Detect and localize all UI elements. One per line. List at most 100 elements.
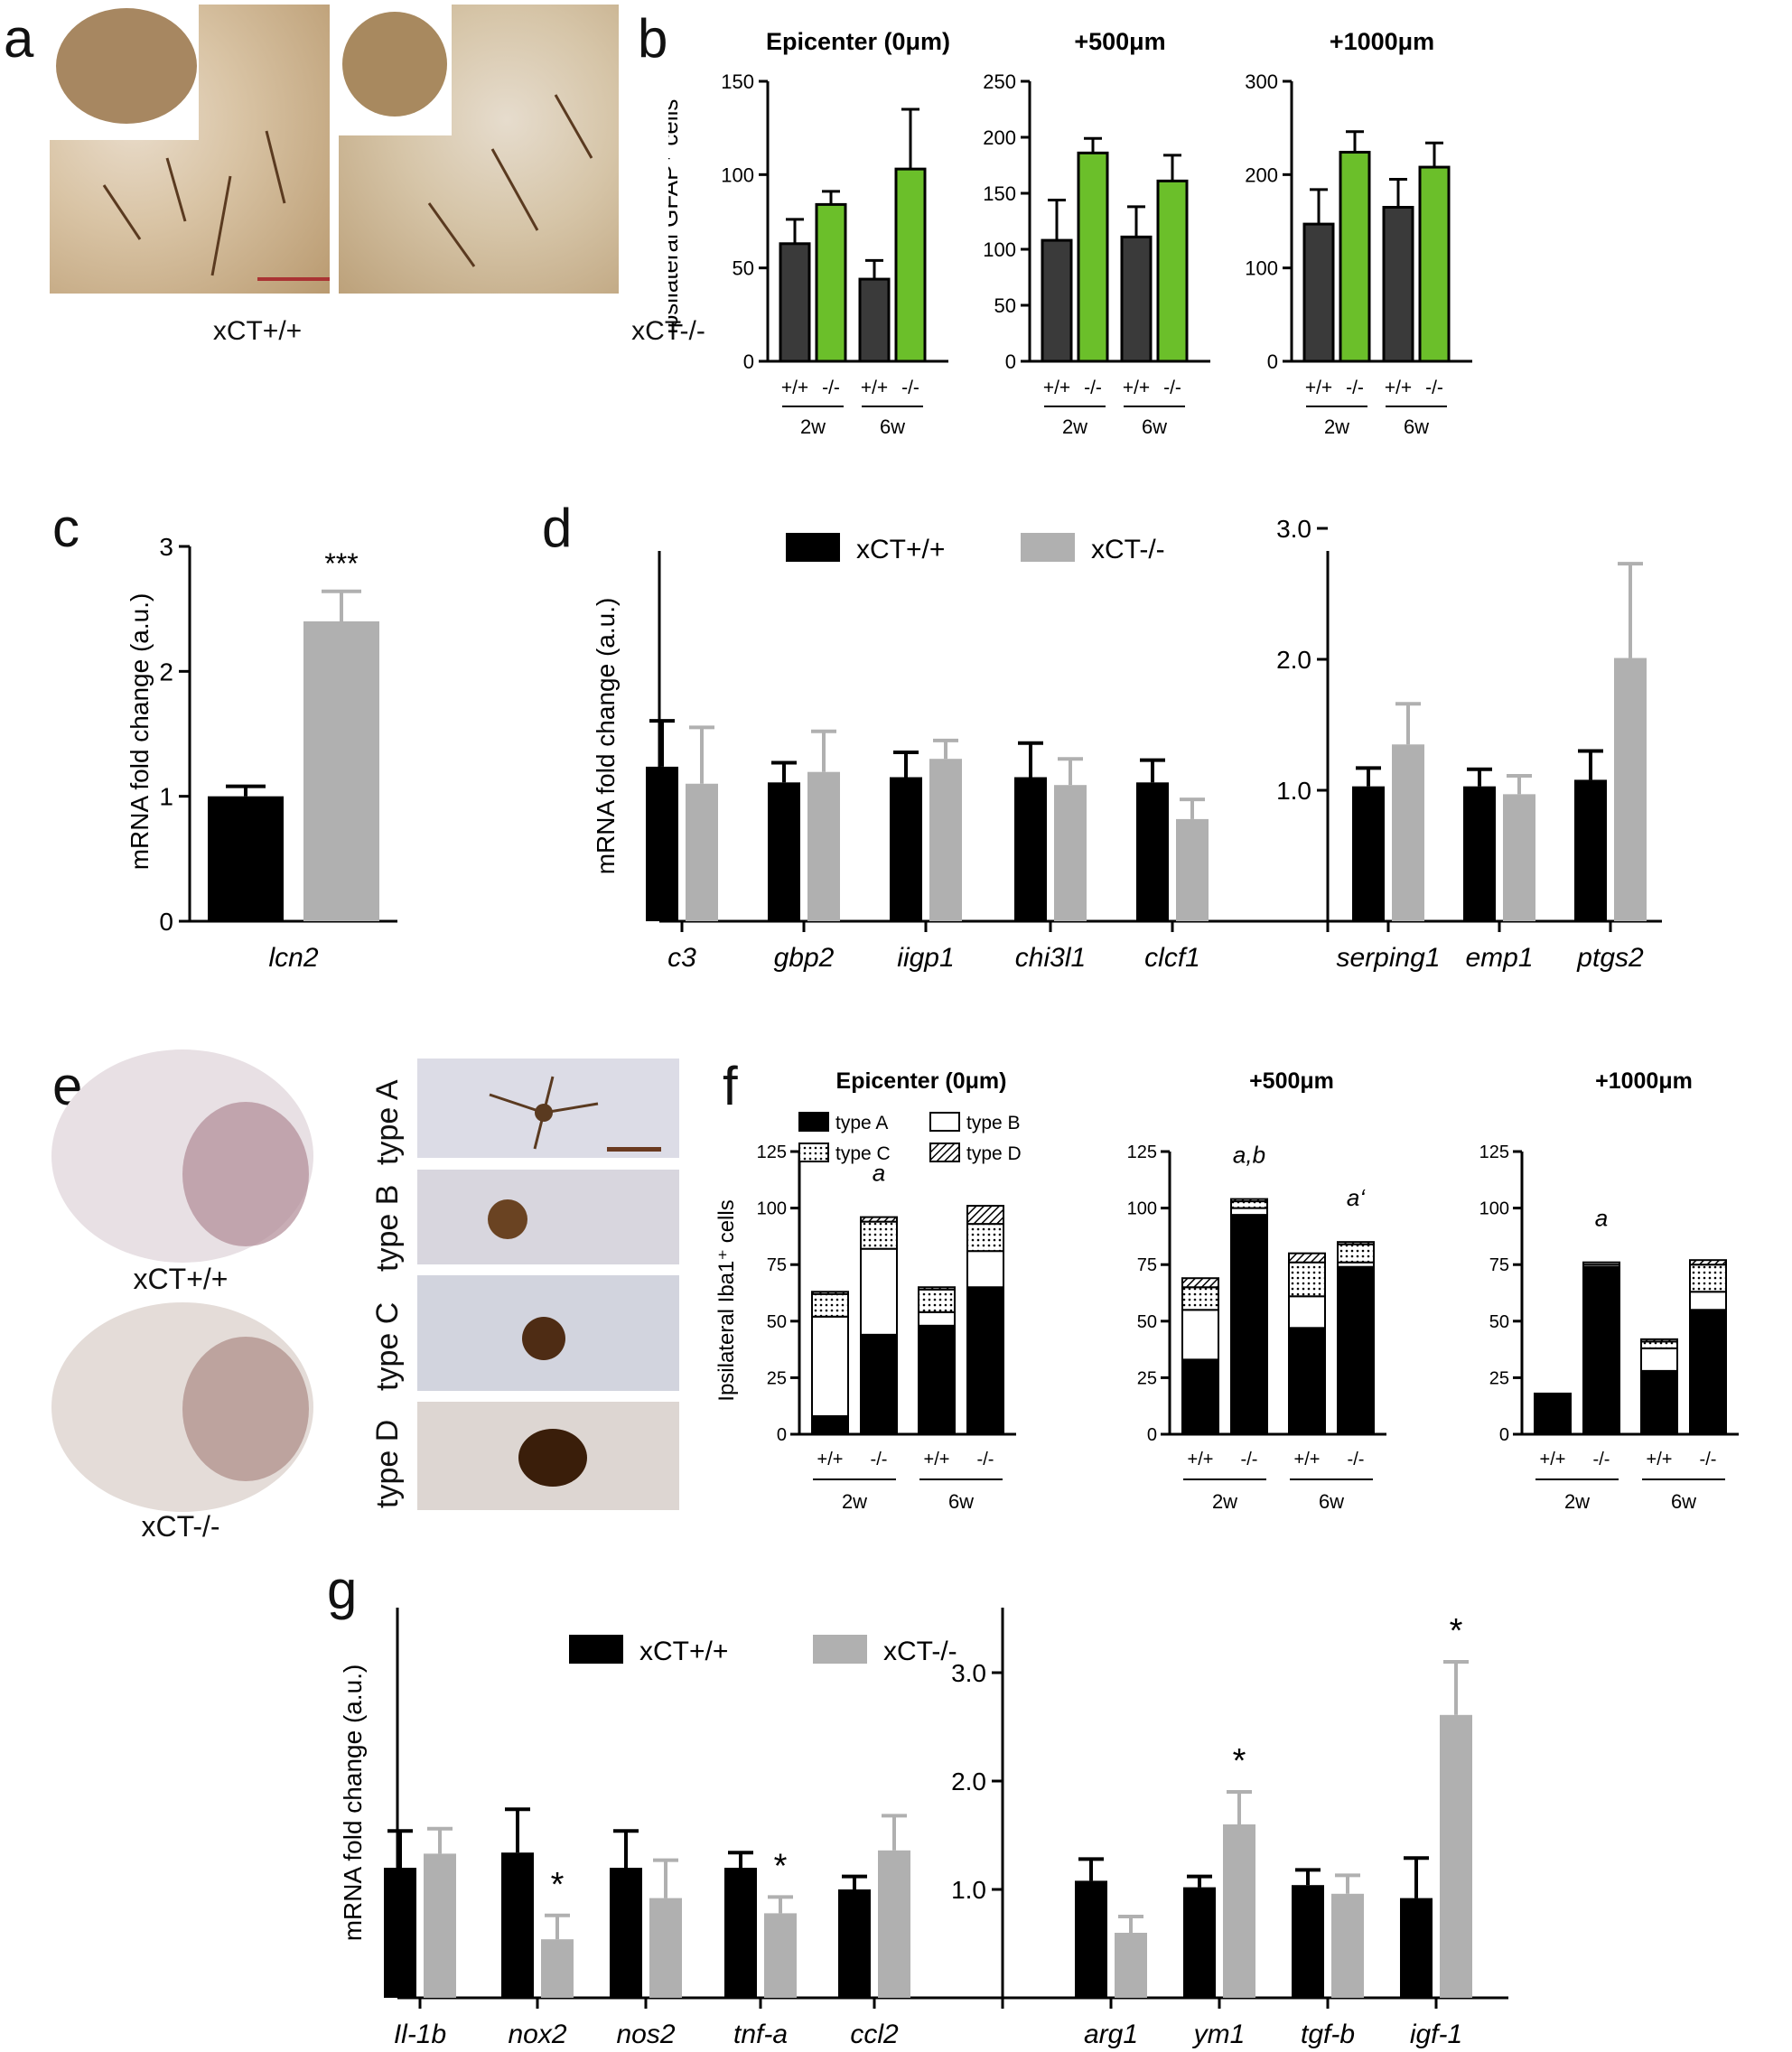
stack-segment <box>1640 1338 1678 1343</box>
x-tick-label: iigp1 <box>897 943 954 973</box>
panel-f-ylabel: Ipsilateral Iba1⁺ cells <box>714 1199 739 1401</box>
y-tick-label: 50 <box>994 294 1016 317</box>
group-label: 6w <box>1404 415 1429 438</box>
micrograph-type-a <box>417 1059 679 1158</box>
x-tick-label: -/- <box>1084 378 1102 398</box>
y-tick-label: 100 <box>757 1199 787 1219</box>
x-tick-label: -/- <box>977 1450 994 1469</box>
type-label-c: type C <box>370 1301 405 1391</box>
panel-letter-f: f <box>723 1056 738 1116</box>
legend-swatch <box>929 1112 960 1132</box>
legend-swatch <box>569 1635 623 1664</box>
stack-segment <box>1582 1261 1620 1266</box>
y-tick-label: 0 <box>1147 1425 1157 1445</box>
bar <box>838 1889 871 1998</box>
y-tick-label: 100 <box>1127 1199 1157 1219</box>
panel-b-ylabel: Ipsilateral GFAP⁺ cells <box>668 99 683 335</box>
panel-letter-c: c <box>52 498 79 558</box>
x-tick-label: -/- <box>1163 378 1181 398</box>
y-tick-label: 50 <box>1489 1312 1509 1332</box>
micrograph-texture <box>50 5 330 281</box>
y-tick-label: 0 <box>743 350 754 373</box>
y-tick-label: 2.0 <box>951 1768 986 1796</box>
stack-segment <box>1640 1369 1678 1435</box>
micrograph-wt-gfap <box>50 5 330 294</box>
bar <box>779 242 811 363</box>
y-axis-label: mRNA fold change (a.u.) <box>339 1665 367 1942</box>
stack-segment <box>1689 1291 1727 1311</box>
group-label: 2w <box>1324 415 1349 438</box>
section-ko-iba1 <box>47 1301 318 1517</box>
bar <box>610 1868 642 1998</box>
type-label-d: type D <box>370 1419 405 1508</box>
stack-segment <box>811 1315 849 1417</box>
bar <box>686 783 718 921</box>
stack-segment <box>811 1291 849 1295</box>
micrograph-texture <box>339 5 593 267</box>
bar <box>858 277 891 363</box>
y-tick-label: 50 <box>1137 1312 1157 1332</box>
x-tick-label: +/+ <box>1294 1450 1321 1469</box>
x-tick-label: emp1 <box>1465 943 1533 973</box>
legend-label: xCT-/- <box>883 1637 957 1666</box>
chart-b-1000: +1000μm 0 100 200 300 +/+ -/- +/+ -/- 2w 6w <box>1245 28 1472 438</box>
chart-title: Epicenter (0μm) <box>766 28 950 55</box>
stack-segment <box>1181 1277 1219 1289</box>
stack-segment <box>1689 1309 1727 1435</box>
chart-title: +500μm <box>1249 1068 1334 1094</box>
y-tick-label: 3.0 <box>951 1659 986 1687</box>
x-tick-label: igf-1 <box>1410 2019 1462 2049</box>
group-label: 2w <box>1564 1490 1590 1513</box>
y-axis-label: mRNA fold change (a.u.) <box>126 593 154 871</box>
bar <box>649 1898 682 1998</box>
chart-title: Epicenter (0μm) <box>836 1068 1007 1094</box>
stack-segment <box>860 1220 898 1250</box>
bar <box>1302 222 1335 363</box>
y-tick-label: 0 <box>1267 350 1278 373</box>
x-tick-label: -/- <box>1593 1450 1610 1469</box>
x-tick-label: +/+ <box>1123 378 1150 398</box>
significance-label: *** <box>324 547 358 580</box>
annotation: a <box>873 1160 885 1187</box>
bar <box>815 202 847 363</box>
x-tick-label: tnf-a <box>733 2019 788 2049</box>
x-tick-label: +/+ <box>1647 1450 1673 1469</box>
panel-letter-g: g <box>327 1560 358 1620</box>
y-tick-label: 25 <box>767 1368 787 1388</box>
y-tick-label: 200 <box>1245 163 1278 186</box>
panel-c-chart: mRNA fold change (a.u.) 0 1 2 3 *** lcn2 <box>126 533 397 973</box>
type-label-a: type A <box>370 1079 405 1165</box>
y-tick-label: 75 <box>767 1255 787 1275</box>
bar <box>424 1853 456 1998</box>
bar <box>724 1868 757 1998</box>
bar <box>1120 235 1153 363</box>
chart-b-epicenter: Epicenter (0μm) 0 50 100 150 +/+ -/- +/+ -/- 2w 6w <box>721 28 950 438</box>
stack-segment <box>1337 1241 1375 1245</box>
y-tick-label: 50 <box>733 257 754 280</box>
x-tick-label: chi3l1 <box>1015 943 1086 973</box>
type-label-b: type B <box>370 1184 405 1272</box>
micrograph-ko-gfap <box>339 5 619 294</box>
y-tick-label: 100 <box>1245 257 1278 280</box>
y-tick-label: 1.0 <box>1276 777 1311 805</box>
stack-segment <box>1288 1261 1326 1298</box>
bar <box>646 766 678 921</box>
stack-segment <box>966 1250 1004 1289</box>
y-tick-label: 125 <box>1479 1143 1509 1162</box>
group-label: 2w <box>1062 415 1087 438</box>
stack-segment <box>1640 1347 1678 1372</box>
y-tick-label: 250 <box>983 70 1016 93</box>
bar <box>384 1868 416 1998</box>
bar <box>208 796 284 921</box>
bar <box>768 782 800 921</box>
stack-segment <box>1230 1207 1268 1217</box>
panel-g-chart: mRNA fold change (a.u.) 1.0 2.0 3.0 Il-1b nox… <box>339 1608 1508 2049</box>
stack-segment <box>918 1288 956 1313</box>
x-tick-label: arg1 <box>1084 2019 1138 2049</box>
stack-segment <box>1288 1327 1326 1436</box>
bar <box>303 621 379 921</box>
x-tick-label: clcf1 <box>1144 943 1200 973</box>
bar <box>1418 165 1451 363</box>
chart-b-500: +500μm 0 50 100 150 200 250 +/+ -/- +/+ -/- 2w 6w <box>983 28 1210 438</box>
x-tick-label: -/- <box>901 378 919 398</box>
